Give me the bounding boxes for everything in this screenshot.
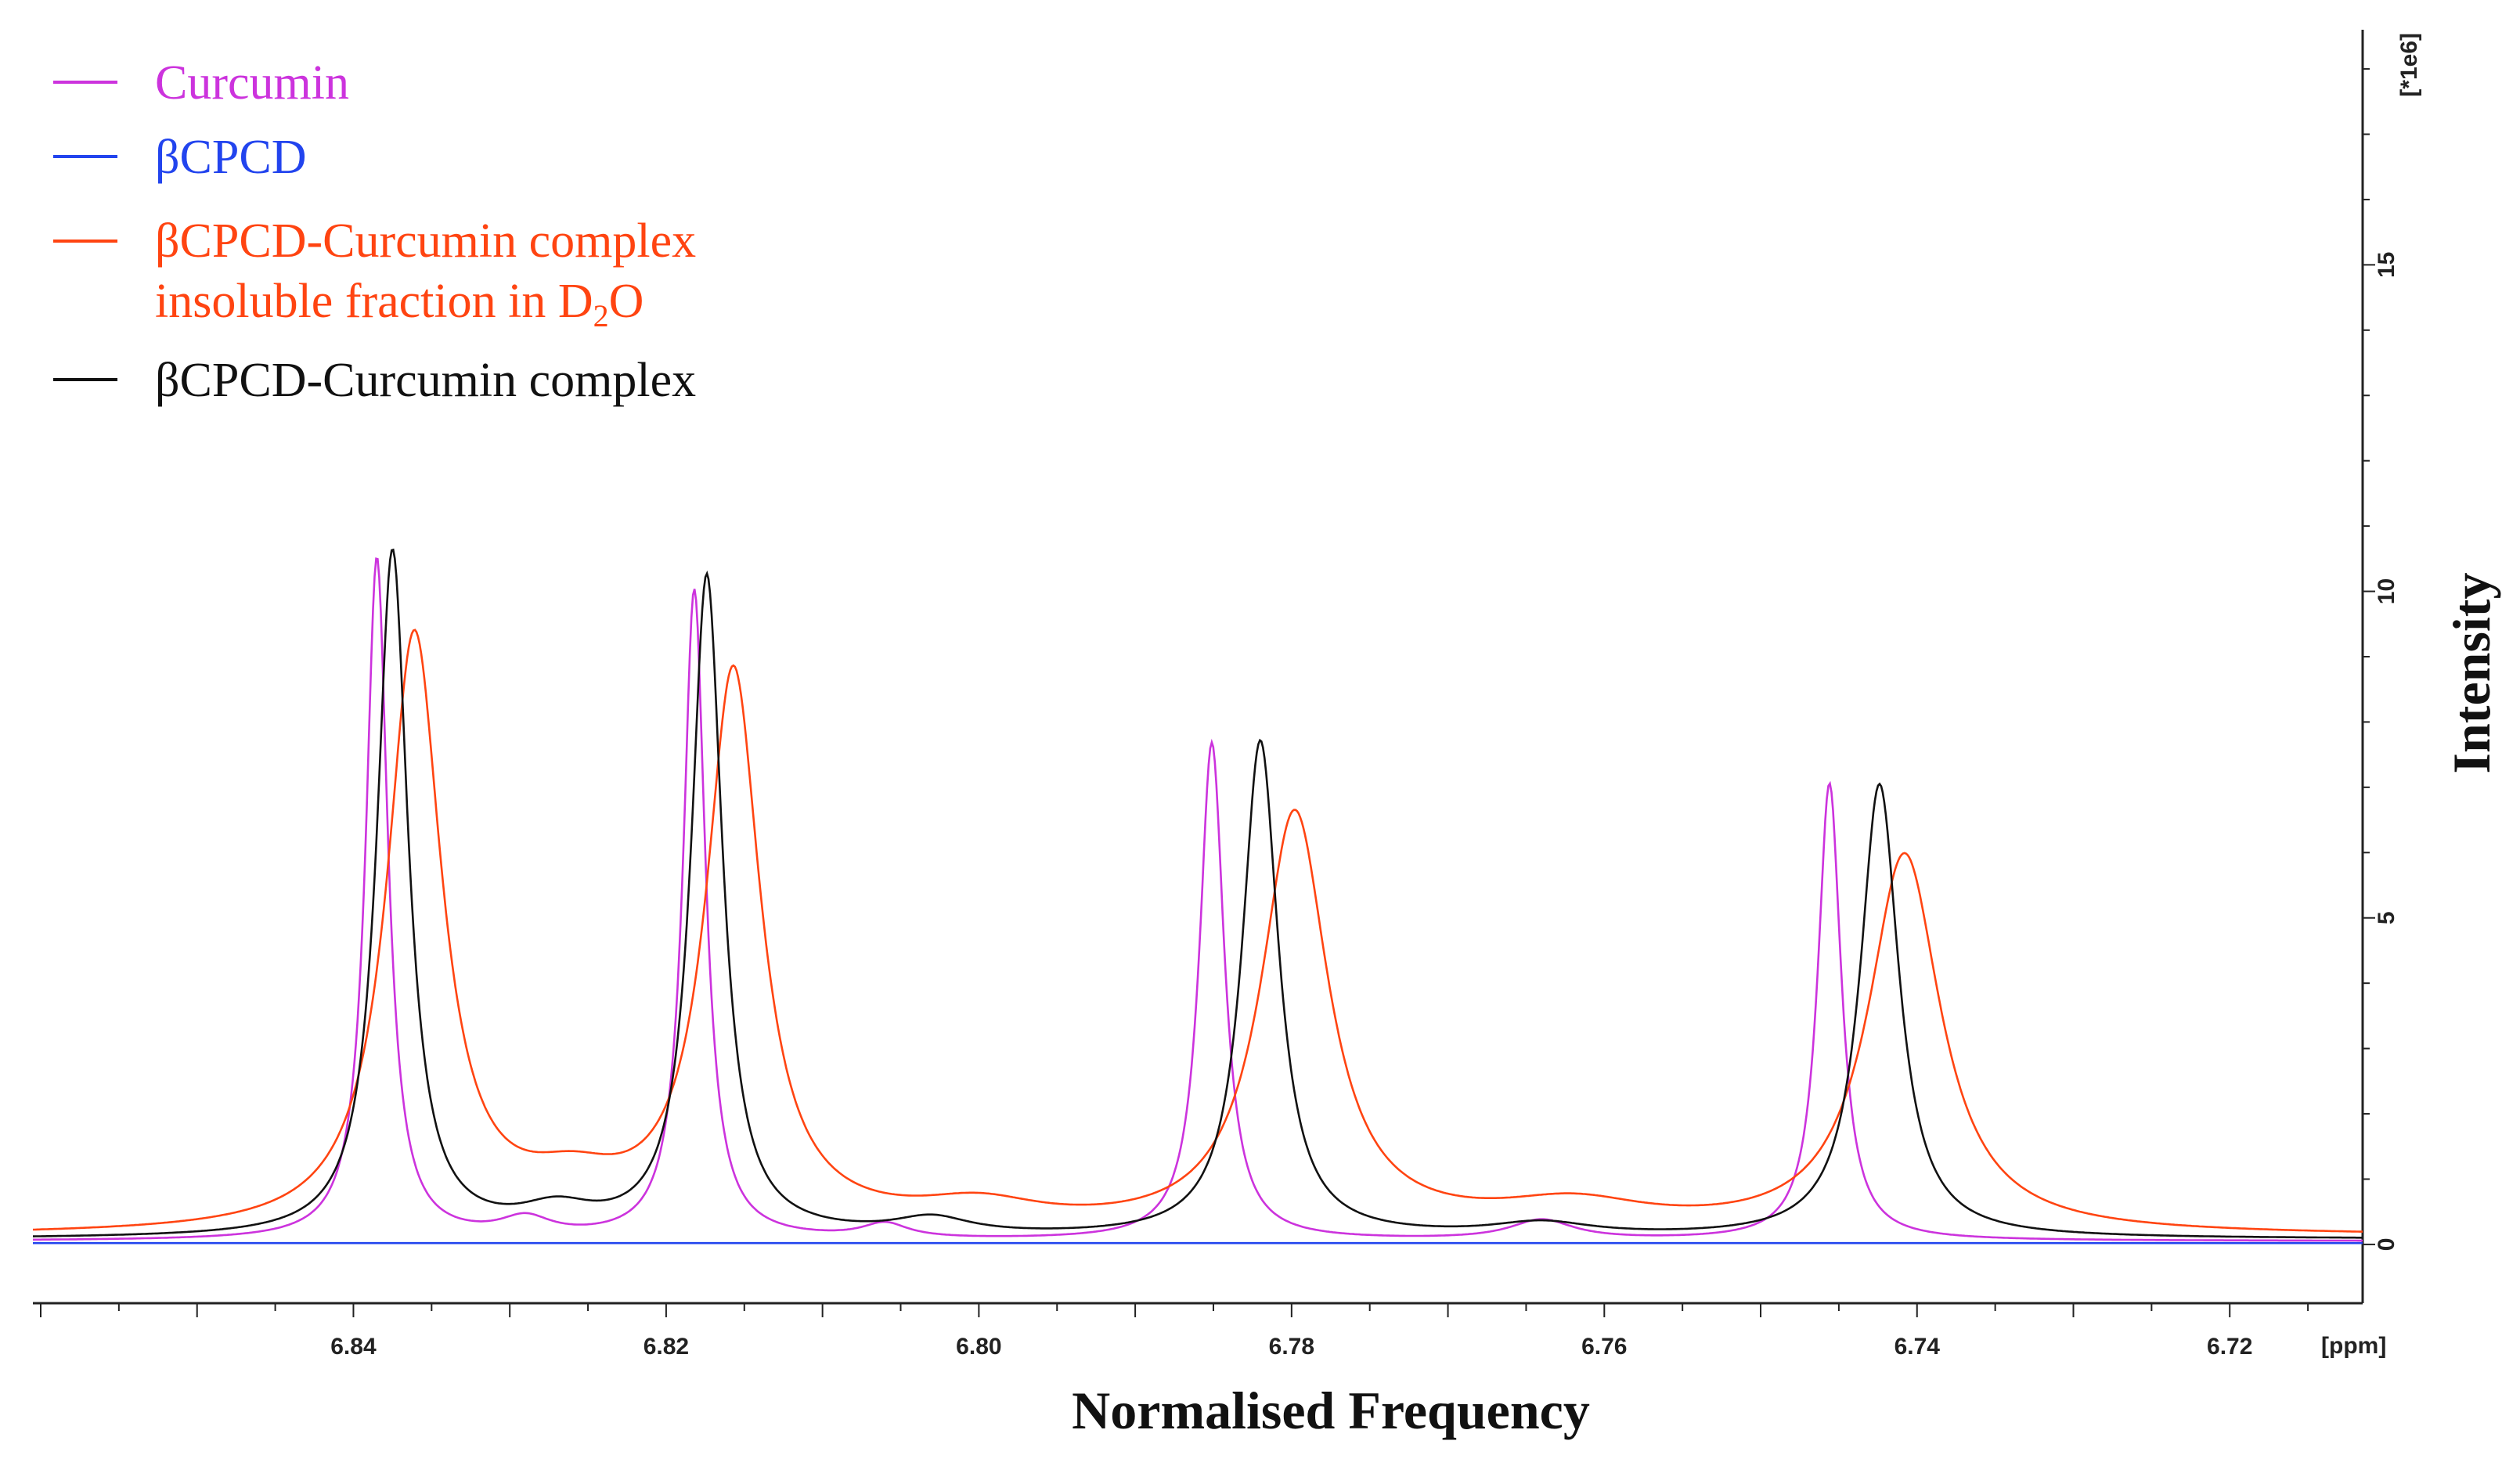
- x-unit-label: [ppm]: [2321, 1333, 2386, 1359]
- legend-label-insoluble-fraction: βCPCD-Curcumin complex: [155, 214, 696, 268]
- y-axis-ticks: 0 5 10 15: [2363, 68, 2399, 1252]
- y-tick-label: 10: [2374, 578, 2399, 604]
- x-axis-title: Normalised Frequency: [1072, 1381, 1590, 1440]
- y-tick-label: 15: [2374, 252, 2399, 278]
- legend: Curcumin βCPCD βCPCD-Curcumin complex in…: [53, 56, 696, 407]
- series-line-complex: [33, 548, 2363, 1239]
- x-tick-label: 6.72: [2207, 1334, 2252, 1360]
- legend-label-complex: βCPCD-Curcumin complex: [155, 354, 696, 407]
- x-tick-label: 6.78: [1269, 1334, 1314, 1360]
- y-axis-title: Intensity: [2442, 573, 2501, 774]
- legend-label-insoluble-fraction-line2: insoluble fraction in D2O: [155, 275, 644, 333]
- x-tick-label: 6.84: [330, 1334, 377, 1360]
- y-tick-label: 0: [2374, 1238, 2399, 1252]
- x-tick-label: 6.76: [1581, 1334, 1627, 1360]
- series-layer: [33, 548, 2363, 1244]
- series-line-curcumin: [33, 557, 2363, 1242]
- series-line-insoluble-fraction: [33, 629, 2363, 1233]
- y-tick-label: 5: [2374, 911, 2399, 924]
- legend-line2-suffix: O: [609, 275, 644, 328]
- legend-line2-prefix: insoluble fraction in D: [155, 275, 593, 328]
- x-axis-ticks: 6.84 6.82 6.80 6.78 6.76 6.74 6.72: [39, 1303, 2309, 1360]
- legend-label-bcpcd: βCPCD: [155, 131, 307, 184]
- x-tick-label: 6.74: [1895, 1334, 1941, 1360]
- y-unit-label: [*1e6]: [2396, 33, 2422, 97]
- legend-line2-subscript: 2: [593, 298, 609, 333]
- legend-label-curcumin: Curcumin: [155, 56, 349, 110]
- x-tick-label: 6.80: [956, 1334, 1001, 1360]
- x-tick-label: 6.82: [644, 1334, 689, 1360]
